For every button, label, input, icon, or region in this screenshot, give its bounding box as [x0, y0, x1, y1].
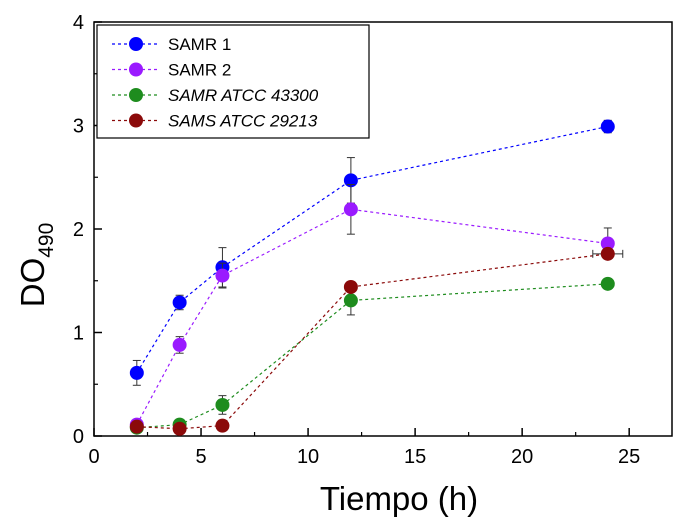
y-axis-title: DO490: [14, 223, 58, 308]
legend-marker: [129, 88, 143, 102]
data-point: [215, 418, 230, 433]
x-tick-label: 20: [511, 446, 533, 468]
x-tick-label: 0: [88, 446, 99, 468]
series-line: [136, 208, 608, 425]
x-tick-label: 5: [195, 446, 206, 468]
data-point: [172, 337, 187, 352]
series-4: [129, 246, 624, 436]
legend-marker: [129, 37, 143, 51]
data-point: [215, 397, 230, 412]
data-point: [129, 365, 144, 380]
data-point: [600, 246, 615, 261]
data-point: [343, 293, 358, 308]
x-axis-title: Tiempo (h): [320, 480, 478, 517]
x-tick-label: 15: [404, 446, 426, 468]
legend: SAMR 1 SAMR 2 SAMR ATCC 43300 SAMS ATCC 292…: [96, 24, 370, 139]
legend-label: SAMS ATCC 29213: [168, 112, 318, 131]
series-line: [136, 253, 608, 430]
legend-label: SAMR ATCC 43300: [168, 86, 319, 105]
series-3: [129, 276, 615, 435]
x-tick-label: 10: [297, 446, 319, 468]
data-point: [600, 276, 615, 291]
legend-label: SAMR 1: [168, 35, 231, 54]
series-1: [129, 119, 615, 386]
data-point: [172, 295, 187, 310]
data-point: [600, 119, 615, 134]
legend-item: SAMR 1: [112, 35, 231, 54]
y-axis-title-subscript: 490: [35, 223, 58, 258]
y-tick-label: 4: [73, 12, 84, 34]
legend-marker: [129, 62, 143, 77]
y-tick-label: 2: [73, 219, 84, 241]
data-point: [343, 202, 358, 217]
series-layer: [129, 119, 624, 436]
legend-item: SAMR 2: [112, 61, 231, 80]
legend-item: SAMR ATCC 43300: [112, 86, 319, 105]
data-point: [172, 421, 187, 436]
svg-text:DO490: DO490: [14, 223, 58, 308]
y-tick-label: 1: [73, 323, 84, 345]
y-tick-label: 3: [73, 116, 84, 138]
data-point: [600, 236, 615, 251]
data-point: [343, 173, 358, 188]
data-point: [129, 419, 144, 434]
series-line: [136, 125, 608, 374]
legend-item: SAMS ATCC 29213: [112, 112, 318, 131]
x-tick-label: 25: [618, 446, 640, 468]
data-point: [343, 279, 358, 294]
series-line: [136, 283, 608, 429]
y-tick-label: 0: [73, 426, 84, 448]
data-point: [215, 268, 230, 283]
axis-ticks: 0 5 10 15 20 25 0 1 2 3 4: [73, 12, 640, 468]
y-axis-title-main: DO: [14, 258, 51, 308]
legend-label: SAMR 2: [168, 61, 231, 80]
series-2: [129, 183, 615, 432]
legend-marker: [129, 113, 143, 128]
